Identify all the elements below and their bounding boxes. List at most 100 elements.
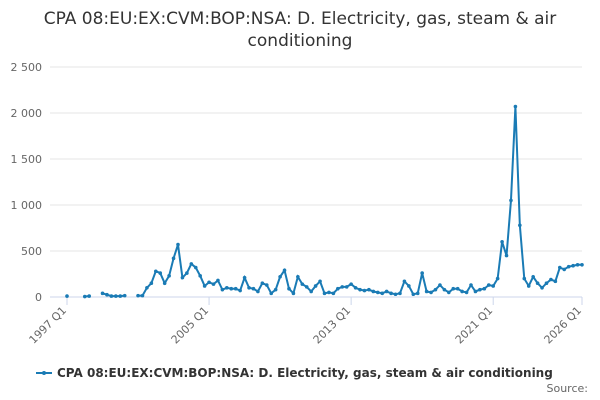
point — [242, 275, 247, 280]
point — [331, 291, 336, 296]
point — [247, 286, 251, 290]
point — [118, 294, 123, 298]
point — [109, 294, 114, 298]
point — [296, 274, 300, 279]
point — [193, 265, 198, 270]
point — [167, 274, 171, 278]
point — [238, 288, 242, 293]
point — [549, 277, 553, 282]
point — [171, 256, 176, 261]
y-tick-label: 0 — [35, 291, 42, 304]
point — [571, 263, 575, 268]
point — [433, 287, 438, 292]
point — [473, 289, 478, 294]
point — [278, 274, 282, 279]
point — [469, 283, 473, 287]
point — [389, 291, 393, 296]
point — [478, 287, 482, 292]
point — [509, 198, 513, 203]
y-tick-label: 2 500 — [11, 61, 43, 74]
point — [482, 286, 487, 291]
point — [287, 286, 291, 291]
point — [340, 285, 345, 289]
point — [575, 263, 580, 267]
point — [526, 284, 531, 288]
point — [522, 276, 527, 281]
point — [105, 292, 109, 297]
point — [460, 289, 464, 294]
point — [429, 290, 433, 295]
point — [553, 279, 558, 284]
y-tick-label: 1 000 — [11, 199, 43, 212]
point — [518, 223, 522, 228]
point — [580, 263, 584, 267]
point — [336, 286, 340, 291]
point — [233, 286, 238, 291]
point — [207, 280, 211, 285]
point — [486, 283, 491, 287]
y-tick-label: 500 — [21, 245, 42, 258]
point — [322, 291, 327, 296]
legend-symbol-dot — [42, 371, 46, 375]
point — [202, 284, 207, 288]
point — [100, 291, 105, 296]
point — [198, 274, 202, 278]
point — [442, 287, 447, 292]
point — [189, 262, 194, 266]
point — [309, 289, 313, 294]
point — [65, 294, 69, 298]
point — [176, 242, 180, 247]
point — [158, 271, 163, 275]
point — [415, 291, 420, 296]
source: Source: — [547, 382, 589, 395]
point — [380, 291, 385, 296]
point — [562, 267, 567, 272]
point — [358, 287, 362, 292]
point — [282, 268, 287, 273]
point — [420, 271, 424, 275]
point — [344, 285, 349, 289]
point — [185, 271, 189, 275]
point — [513, 104, 518, 109]
point — [180, 275, 185, 280]
point — [367, 287, 371, 292]
point — [384, 289, 389, 294]
point — [273, 287, 278, 292]
point — [225, 286, 229, 290]
point — [540, 286, 544, 290]
x-tick-label: 2005 Q1 — [169, 304, 212, 347]
point — [438, 283, 442, 287]
point — [495, 276, 500, 281]
point — [87, 294, 91, 298]
point — [162, 281, 167, 286]
point — [145, 286, 149, 290]
point — [398, 291, 402, 296]
point — [114, 294, 118, 298]
point — [264, 283, 269, 287]
point — [349, 282, 353, 286]
point — [327, 290, 331, 295]
point — [300, 282, 305, 286]
point — [82, 294, 87, 299]
point — [407, 284, 411, 288]
point — [220, 287, 225, 292]
x-tick-label: 2021 Q1 — [453, 304, 496, 347]
point — [216, 278, 220, 283]
point — [260, 281, 265, 286]
point — [544, 281, 549, 286]
point — [451, 286, 456, 291]
point — [393, 292, 398, 297]
point — [362, 288, 367, 293]
x-tick-label: 2026 Q1 — [542, 304, 585, 347]
point — [411, 292, 416, 297]
point — [153, 269, 158, 274]
point — [149, 281, 154, 286]
y-tick-label: 1 500 — [11, 153, 43, 166]
legend-label: CPA 08:EU:EX:CVM:BOP:NSA: D. Electricity… — [57, 366, 553, 380]
point — [375, 290, 380, 295]
point — [353, 286, 358, 290]
point — [531, 274, 535, 279]
point — [566, 264, 571, 269]
